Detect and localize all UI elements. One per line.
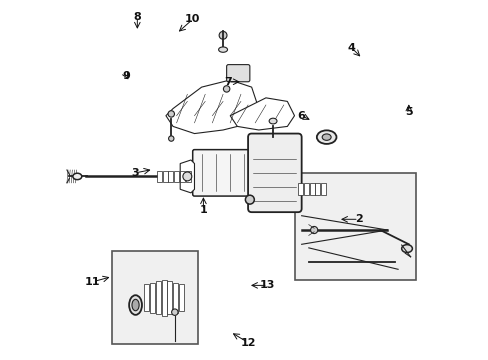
Bar [144,284,149,311]
Bar [298,183,303,195]
Bar [174,171,179,182]
Bar [168,171,173,182]
Bar [167,282,172,314]
Bar [112,251,198,344]
FancyBboxPatch shape [192,150,288,196]
Text: 12: 12 [240,338,255,347]
Bar [309,183,314,195]
Ellipse shape [223,86,229,92]
Ellipse shape [129,295,142,315]
Bar [320,183,325,195]
Bar [303,183,308,195]
Text: 11: 11 [85,277,100,287]
Polygon shape [165,80,258,134]
Bar [157,171,162,182]
Ellipse shape [132,299,139,311]
Text: 7: 7 [224,77,232,87]
Ellipse shape [171,309,178,315]
Bar [150,283,155,313]
Text: 4: 4 [347,43,355,53]
Ellipse shape [245,195,254,204]
Bar [179,284,183,311]
FancyBboxPatch shape [226,64,249,82]
Bar [162,280,166,316]
Bar [315,183,320,195]
Ellipse shape [310,226,317,234]
Ellipse shape [73,173,81,180]
Text: 13: 13 [260,280,275,291]
Bar [156,282,161,314]
Ellipse shape [218,47,227,52]
Ellipse shape [322,134,330,140]
Text: 2: 2 [354,214,362,224]
Ellipse shape [168,136,174,141]
Text: 1: 1 [199,205,207,215]
Polygon shape [230,98,294,130]
Ellipse shape [183,172,191,181]
Ellipse shape [219,31,226,39]
Text: 8: 8 [133,13,141,22]
Text: 5: 5 [404,107,412,117]
Bar [173,283,178,313]
Ellipse shape [168,111,174,117]
Ellipse shape [316,130,336,144]
Bar [180,171,184,182]
Text: 3: 3 [131,168,139,178]
FancyBboxPatch shape [247,134,301,212]
Text: 6: 6 [297,111,305,121]
Ellipse shape [268,118,276,124]
Ellipse shape [401,245,411,252]
Bar [294,173,415,280]
Bar [163,171,167,182]
Text: 10: 10 [184,14,200,24]
Text: 9: 9 [122,71,130,81]
Polygon shape [180,160,194,193]
Bar [185,171,190,182]
